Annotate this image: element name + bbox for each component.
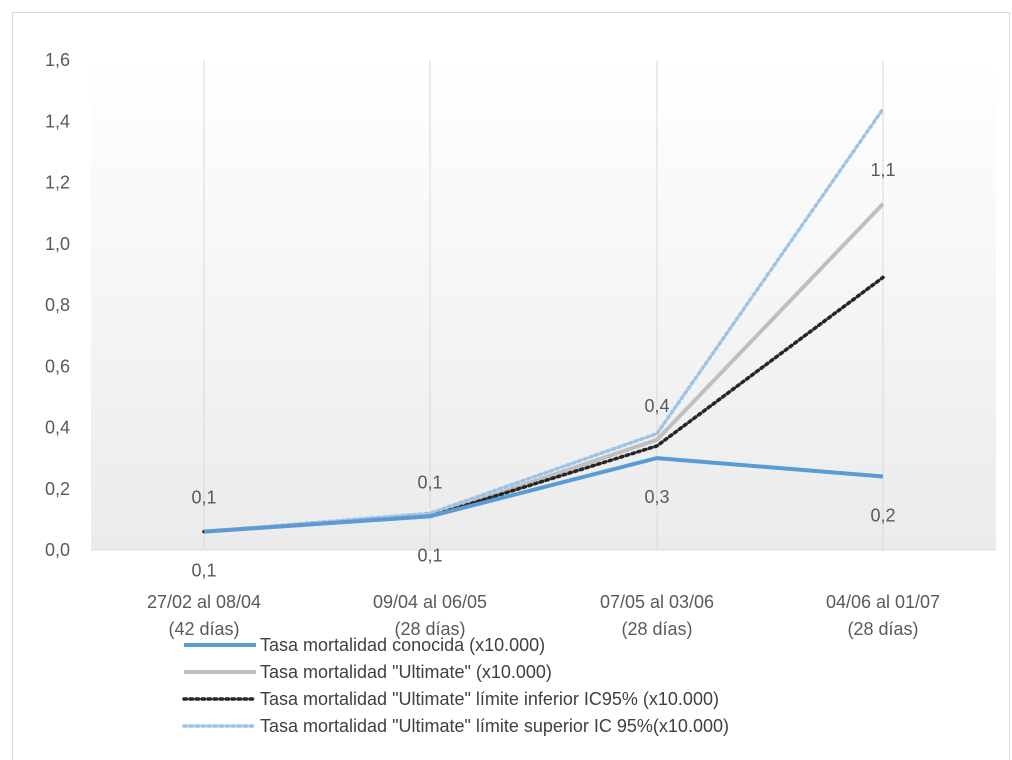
- x-tick-label: 27/02 al 08/04: [147, 592, 261, 612]
- data-label: 0,1: [417, 472, 442, 492]
- series-line-0: [203, 456, 884, 534]
- x-tick-label: 09/04 al 06/05: [373, 592, 487, 612]
- data-label: 0,2: [870, 506, 895, 526]
- y-tick-label: 1,0: [45, 234, 70, 254]
- y-tick-label: 0,4: [45, 418, 70, 438]
- x-tick-label: (42 días): [168, 619, 239, 639]
- data-label: 1,1: [870, 160, 895, 180]
- y-tick-label: 0,8: [45, 295, 70, 315]
- chart-frame: [12, 12, 1010, 760]
- y-tick-label: 0,0: [45, 540, 70, 560]
- x-tick-label: (28 días): [394, 619, 465, 639]
- y-tick-label: 0,6: [45, 356, 70, 376]
- x-tick-label: (28 días): [621, 619, 692, 639]
- y-tick-label: 1,6: [45, 50, 70, 70]
- legend-label: Tasa mortalidad "Ultimate" límite superi…: [260, 716, 729, 736]
- data-label: 0,4: [644, 396, 669, 416]
- x-tick-label: 07/05 al 03/06: [600, 592, 714, 612]
- x-tick-label: 04/06 al 01/07: [826, 592, 940, 612]
- y-tick-label: 1,2: [45, 173, 70, 193]
- data-label: 0,1: [191, 488, 216, 508]
- legend-label: Tasa mortalidad conocida (x10.000): [260, 635, 545, 655]
- legend-label: Tasa mortalidad "Ultimate" (x10.000): [260, 662, 552, 682]
- x-tick-label: (28 días): [847, 619, 918, 639]
- y-tick-label: 0,2: [45, 479, 70, 499]
- data-label: 0,3: [644, 487, 669, 507]
- legend-label: Tasa mortalidad "Ultimate" límite inferi…: [260, 689, 719, 709]
- y-tick-label: 1,4: [45, 111, 70, 131]
- data-label: 0,1: [417, 545, 442, 565]
- data-label: 0,1: [191, 561, 216, 581]
